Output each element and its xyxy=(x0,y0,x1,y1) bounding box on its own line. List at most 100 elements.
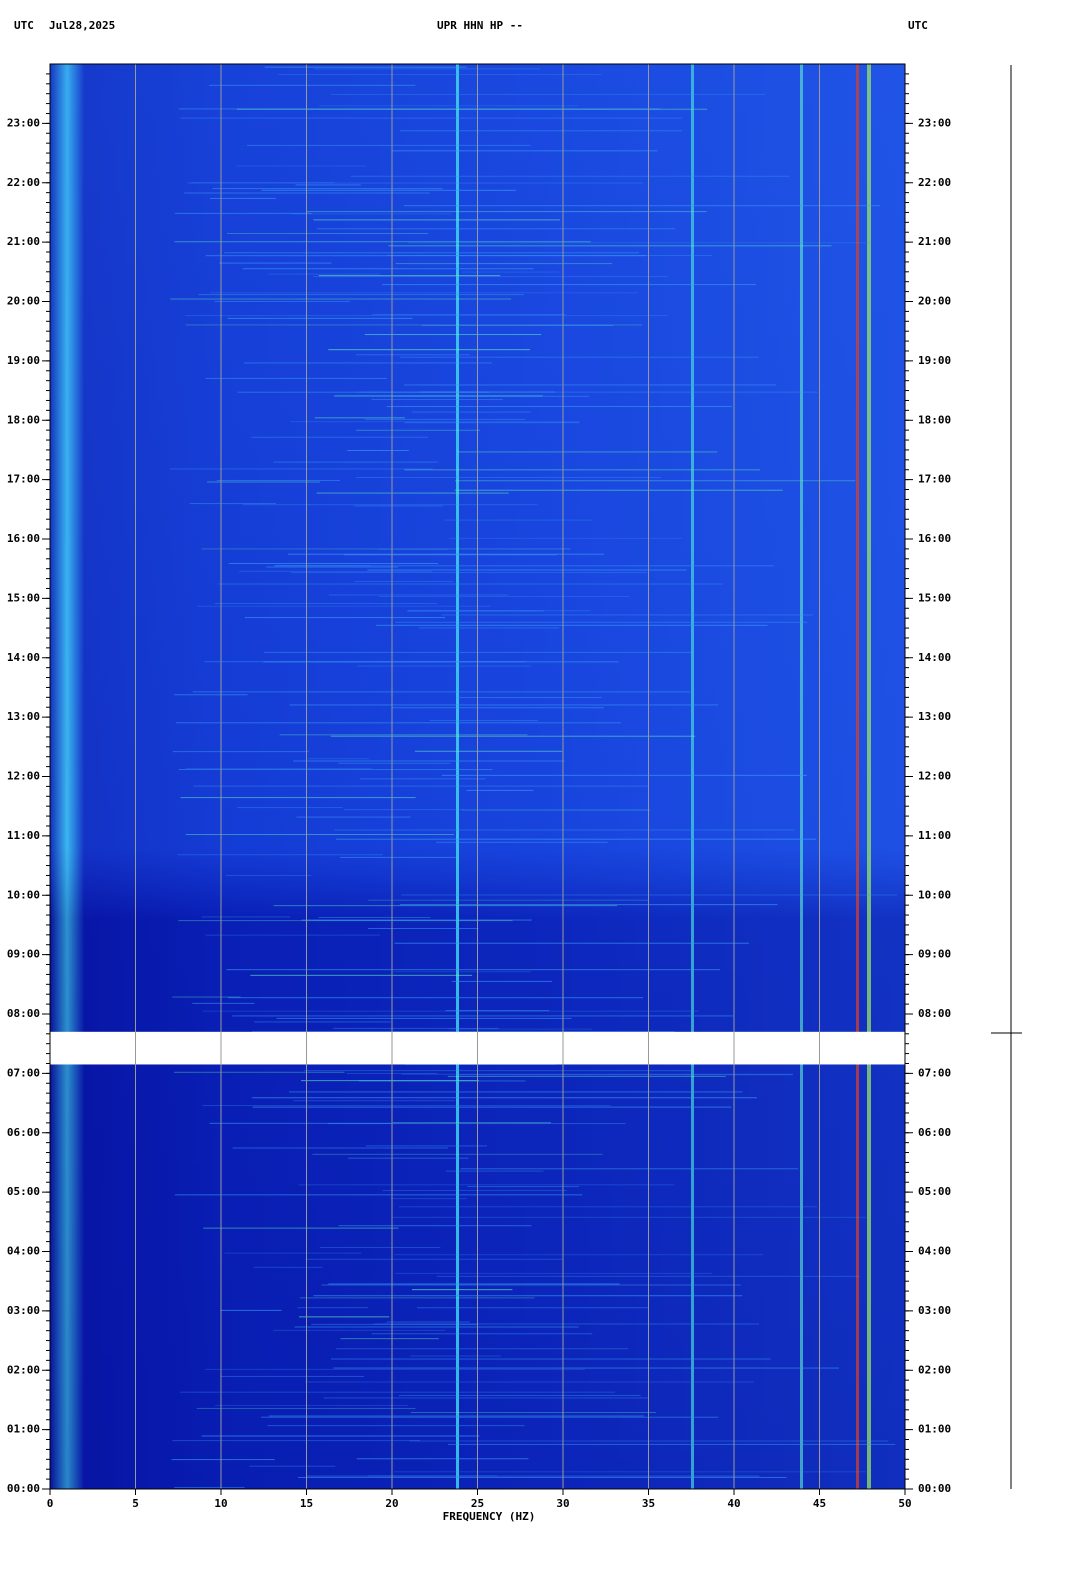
noise-streak xyxy=(407,242,872,244)
noise-streak xyxy=(174,1194,583,1196)
noise-streak xyxy=(170,298,512,300)
noise-streak xyxy=(333,1367,839,1369)
noise-streak xyxy=(365,1145,488,1147)
noise-streak xyxy=(242,268,534,270)
noise-streak xyxy=(414,750,563,752)
noise-streak xyxy=(236,108,708,110)
noise-streak xyxy=(391,707,604,709)
noise-streak xyxy=(192,691,691,693)
noise-streak xyxy=(347,1157,469,1159)
noise-streak xyxy=(356,354,471,356)
noise-streak xyxy=(392,1122,551,1124)
noise-streak xyxy=(298,1476,787,1478)
noise-streak xyxy=(454,489,783,491)
noise-streak xyxy=(175,722,621,724)
y-tick-label: 14:00 xyxy=(7,651,40,664)
noise-streak xyxy=(174,694,248,696)
noise-streak xyxy=(193,785,650,787)
noise-streak xyxy=(185,834,455,836)
noise-streak xyxy=(220,1375,365,1377)
date: Jul28,2025 xyxy=(49,19,115,32)
noise-streak xyxy=(330,735,696,737)
y-tick-label: 07:00 xyxy=(7,1066,40,1079)
noise-streak xyxy=(375,624,768,626)
noise-streak xyxy=(264,66,467,68)
y-tick-label: 22:00 xyxy=(7,176,40,189)
noise-streak xyxy=(237,391,490,393)
noise-streak xyxy=(408,610,591,612)
noise-streak xyxy=(226,232,429,234)
noise-streak xyxy=(209,1122,392,1124)
noise-streak xyxy=(461,809,651,811)
noise-streak xyxy=(456,697,602,699)
x-axis-label: FREQUENCY (HZ) xyxy=(443,1510,536,1523)
noise-streak xyxy=(458,1074,793,1076)
noise-streak xyxy=(393,971,532,973)
noise-streak xyxy=(371,1333,593,1335)
y-tick-label-right: 21:00 xyxy=(918,235,951,248)
noise-streak xyxy=(373,1323,759,1325)
noise-streak xyxy=(180,797,416,799)
noise-streak xyxy=(319,105,579,107)
noise-streak xyxy=(417,1307,650,1309)
noise-streak xyxy=(178,769,493,771)
noise-streak xyxy=(306,1475,760,1477)
plot-frame xyxy=(49,63,906,1490)
noise-streak xyxy=(323,1397,649,1399)
y-tick-label: 05:00 xyxy=(7,1185,40,1198)
noise-streak xyxy=(247,144,531,146)
y-tick-label: 01:00 xyxy=(7,1423,40,1436)
noise-streak xyxy=(174,1071,345,1073)
noise-streak xyxy=(355,476,661,478)
noise-streak xyxy=(355,429,480,431)
noise-streak xyxy=(174,212,312,214)
noise-streak xyxy=(293,1100,455,1102)
y-tick-label: 06:00 xyxy=(7,1126,40,1139)
noise-streak xyxy=(367,1475,498,1477)
noise-streak xyxy=(404,469,761,471)
y-tick-label: 03:00 xyxy=(7,1304,40,1317)
noise-streak xyxy=(276,1017,572,1019)
y-tick-label-right: 10:00 xyxy=(918,888,951,901)
tonal-line xyxy=(800,64,803,1489)
noise-streak xyxy=(356,1458,529,1460)
y-tick-label-right: 01:00 xyxy=(918,1423,951,1436)
noise-streak xyxy=(458,451,718,453)
noise-streak xyxy=(419,627,560,629)
y-tick-label-right: 07:00 xyxy=(918,1066,951,1079)
noise-streak xyxy=(274,565,774,567)
noise-streak xyxy=(215,1405,409,1407)
noise-streak xyxy=(172,996,241,998)
noise-streak xyxy=(299,1297,535,1299)
noise-streak xyxy=(267,1425,525,1427)
noise-streak xyxy=(448,1028,592,1030)
noise-streak xyxy=(395,263,613,265)
y-tick-label-right: 02:00 xyxy=(918,1363,951,1376)
noise-streak xyxy=(180,1391,615,1393)
noise-streak xyxy=(447,1075,726,1077)
noise-streak xyxy=(254,1021,391,1023)
noise-streak xyxy=(412,1289,513,1291)
noise-streak xyxy=(340,1338,439,1340)
noise-streak xyxy=(202,1105,611,1107)
noise-streak xyxy=(252,1106,732,1108)
noise-streak xyxy=(403,205,880,207)
noise-streak xyxy=(170,468,433,470)
noise-streak xyxy=(411,411,531,413)
noise-streak xyxy=(455,480,856,482)
noise-streak xyxy=(331,93,765,95)
noise-streak xyxy=(367,569,687,571)
noise-streak xyxy=(401,1073,793,1075)
y-tick-label-right: 06:00 xyxy=(918,1126,951,1139)
noise-streak xyxy=(399,1206,818,1208)
noise-streak xyxy=(382,284,757,286)
noise-streak xyxy=(236,165,366,167)
noise-streak xyxy=(371,398,503,400)
noise-streak xyxy=(216,479,340,481)
noise-streak xyxy=(218,583,723,585)
noise-streak xyxy=(394,942,749,944)
y-tick-label: 02:00 xyxy=(7,1363,40,1376)
x-tick-label: 50 xyxy=(898,1497,911,1510)
noise-streak xyxy=(400,130,682,132)
